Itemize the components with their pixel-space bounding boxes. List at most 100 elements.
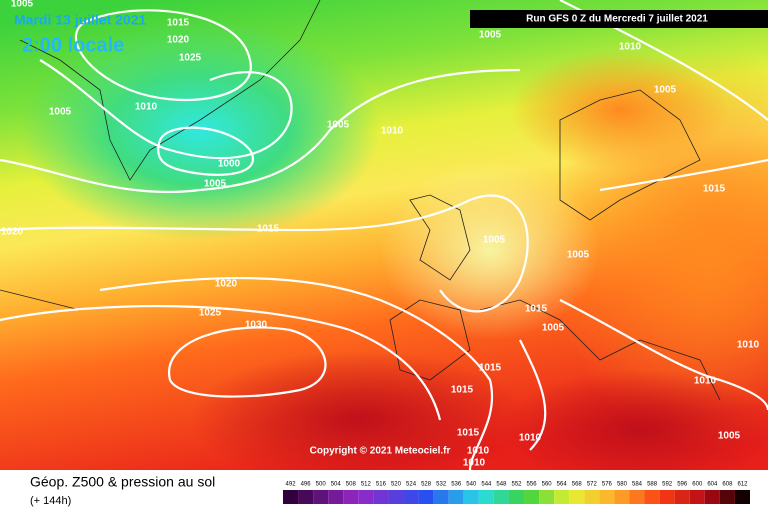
warm-area	[510, 50, 730, 170]
isobar-label: 1005	[327, 120, 350, 131]
scale-label: 524	[406, 482, 417, 488]
isobar-label: 1005	[654, 85, 677, 96]
scale-label: 588	[647, 482, 658, 488]
isobar-label: 1015	[525, 304, 548, 315]
isobar-label: 1005	[49, 107, 72, 118]
scale-swatch	[554, 490, 570, 504]
isobar-label: 1010	[463, 458, 486, 469]
color-scale: 492 496 500 504 508 512 516 520 524 528 532 536 540 5…	[283, 482, 750, 504]
scale-swatch	[298, 490, 314, 504]
scale-label: 612	[737, 482, 748, 488]
scale-label: 608	[722, 482, 733, 488]
isobar-label: 1005	[204, 179, 227, 190]
isobar-label: 1005	[483, 235, 506, 246]
isobar-label: 1015	[451, 385, 474, 396]
scale-swatch	[659, 490, 675, 504]
scale-swatch	[689, 490, 705, 504]
scale-swatch	[584, 490, 600, 504]
isobar-label: 1015	[457, 428, 480, 439]
scale-label: 600	[692, 482, 703, 488]
scale-swatch	[734, 490, 750, 504]
isobar-label: 1025	[179, 53, 202, 64]
scale-label: 552	[511, 482, 522, 488]
scale-label: 504	[331, 482, 342, 488]
isobar-label: 1010	[694, 376, 717, 387]
scale-swatch	[569, 490, 585, 504]
scale-swatch	[478, 490, 494, 504]
scale-label: 548	[496, 482, 507, 488]
isobar-label: 1005	[542, 323, 565, 334]
cold-area	[20, 20, 380, 240]
scale-swatch	[448, 490, 464, 504]
hot-area	[190, 350, 530, 490]
scale-swatch	[704, 490, 720, 504]
scale-label: 544	[481, 482, 492, 488]
scale-swatch	[358, 490, 374, 504]
map-title: Géop. Z500 & pression au sol	[30, 474, 215, 490]
isobar-label: 1015	[479, 363, 502, 374]
scale-swatch	[388, 490, 404, 504]
scale-label: 540	[466, 482, 477, 488]
scale-label: 572	[587, 482, 598, 488]
forecast-hour: (+ 144h)	[30, 495, 71, 507]
scale-label: 496	[301, 482, 312, 488]
scale-label: 592	[662, 482, 673, 488]
scale-label: 492	[286, 482, 297, 488]
scale-swatch	[403, 490, 419, 504]
isobars	[0, 0, 768, 470]
scale-swatch	[629, 490, 645, 504]
isobar-label: 1005	[567, 250, 590, 261]
scale-label: 580	[617, 482, 628, 488]
isobar-label: 1010	[619, 42, 642, 53]
scale-label: 528	[421, 482, 432, 488]
isobar-label: 1000	[218, 159, 241, 170]
copyright: Copyright © 2021 Meteociel.fr	[310, 446, 451, 457]
scale-swatch	[463, 490, 479, 504]
scale-swatch	[524, 490, 540, 504]
scale-swatch	[373, 490, 389, 504]
scale-swatch	[493, 490, 509, 504]
scale-swatch	[313, 490, 329, 504]
scale-swatch	[539, 490, 555, 504]
isobar-label: 1010	[519, 433, 542, 444]
scale-label: 536	[451, 482, 462, 488]
scale-label: 512	[361, 482, 372, 488]
trough-area	[380, 160, 600, 340]
scale-label: 604	[707, 482, 718, 488]
scale-swatch	[418, 490, 434, 504]
scale-swatch	[508, 490, 525, 504]
scale-swatch	[283, 490, 299, 504]
isobar-label: 1015	[257, 224, 280, 235]
isobar-label: 1005	[718, 431, 741, 442]
isobar-label: 1010	[135, 102, 158, 113]
scale-label: 560	[542, 482, 553, 488]
scale-label: 532	[436, 482, 447, 488]
isobar-label: 1015	[703, 184, 726, 195]
isobar-label: 1005	[11, 0, 34, 10]
scale-swatch	[433, 490, 449, 504]
scale-label: 556	[527, 482, 538, 488]
scale-label: 596	[677, 482, 688, 488]
isobar-label: 1015	[167, 18, 190, 29]
scale-swatch	[719, 490, 735, 504]
date-title: Mardi 13 juillet 2021	[14, 12, 146, 28]
isobar-label: 1010	[467, 446, 490, 457]
coastlines	[0, 0, 721, 401]
isobar-label: 1030	[245, 320, 268, 331]
scale-swatch	[328, 490, 344, 504]
scale-label: 520	[391, 482, 402, 488]
scale-label: 584	[632, 482, 643, 488]
hot-area	[500, 370, 768, 490]
scale-label: 500	[316, 482, 327, 488]
scale-swatch	[644, 490, 660, 504]
isobar-label: 1020	[167, 35, 190, 46]
isobar-label: 1020	[1, 227, 24, 238]
isobar-label: 1025	[199, 308, 222, 319]
run-info: Run GFS 0 Z du Mercredi 7 juillet 2021	[526, 14, 708, 25]
scale-swatch	[343, 490, 359, 504]
isobar-label: 1020	[215, 279, 238, 290]
isobar-label: 1005	[479, 30, 502, 41]
isobar-label: 1010	[381, 126, 404, 137]
scale-swatch	[599, 490, 615, 504]
